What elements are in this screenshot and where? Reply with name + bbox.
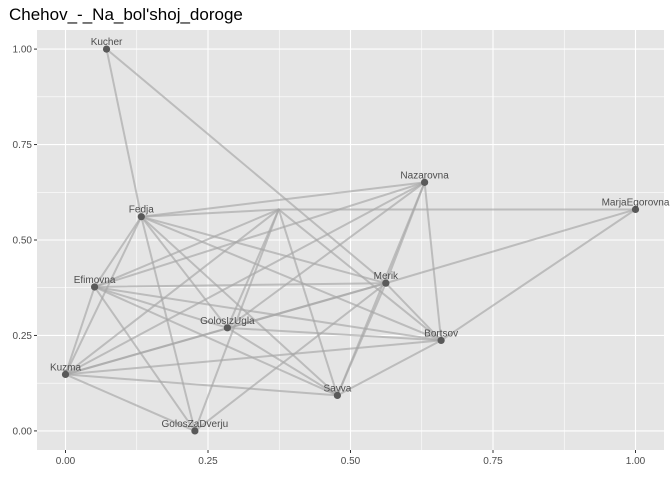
network-edge	[140, 208, 280, 218]
network-edge	[105, 48, 143, 218]
node-label: Kuzma	[50, 362, 82, 373]
network-edge	[64, 339, 443, 376]
network-edge	[140, 215, 443, 342]
network-edge	[336, 339, 443, 397]
node-label: Bortsov	[424, 328, 458, 339]
network-edge	[277, 208, 339, 397]
y-tick-label: 0.00	[13, 426, 33, 437]
network-edge	[277, 208, 443, 342]
network-edge	[384, 208, 637, 285]
network-edge	[64, 373, 339, 397]
network-edge	[140, 215, 196, 432]
network-node	[223, 324, 231, 332]
network-node	[61, 370, 70, 378]
node-label: Efimovna	[74, 275, 116, 286]
network-edge	[64, 373, 196, 432]
y-tick-label: 0.75	[13, 140, 33, 151]
chart-title: Chehov_-_Na_bol'shoj_doroge	[9, 5, 243, 24]
x-tick-label: 1.00	[626, 456, 646, 467]
network-node	[631, 205, 640, 214]
node-label: GolosIzUgla	[200, 316, 255, 327]
network-node	[333, 391, 341, 399]
network-edge	[93, 208, 280, 288]
axes: 0.00 0.25 0.50 0.75 1.00 0.00 0.25 0.50 0.75 1.00	[13, 45, 646, 467]
network-node	[90, 283, 99, 291]
node-label: Fedja	[129, 205, 154, 216]
network-edge	[93, 181, 426, 288]
network-edge	[226, 326, 443, 342]
network-edge	[193, 282, 387, 432]
x-tick-label: 0.50	[341, 456, 361, 467]
network-nodes	[61, 45, 640, 435]
node-labels: Kucher Nazarovna MarjaEgorovna Fedja Efimovn…	[50, 37, 670, 430]
network-edge	[384, 282, 443, 342]
network-edge	[93, 282, 387, 288]
network-edge	[64, 208, 280, 376]
node-label: Nazarovna	[400, 170, 449, 181]
x-tick-label: 0.00	[56, 456, 76, 467]
network-node	[382, 279, 390, 287]
node-label: Kucher	[91, 37, 123, 48]
network-edge	[440, 208, 637, 342]
network-edge	[140, 215, 229, 329]
network-edge	[193, 208, 280, 432]
network-edge	[140, 215, 339, 397]
y-tick-label: 0.25	[13, 331, 33, 342]
network-edge	[93, 285, 339, 397]
network-edges	[64, 48, 637, 432]
node-label: Merik	[374, 271, 399, 282]
network-edge	[226, 326, 339, 397]
network-node	[191, 427, 199, 435]
network-edge	[64, 285, 96, 376]
x-tick-label: 0.75	[483, 456, 503, 467]
y-tick-label: 0.50	[13, 236, 33, 247]
network-edge	[93, 285, 443, 342]
network-edge	[93, 285, 196, 432]
network-edge	[226, 181, 426, 329]
network-edge	[93, 285, 229, 329]
network-edge	[226, 208, 280, 329]
node-label: GolosZaDverju	[162, 419, 229, 430]
network-edge	[140, 181, 426, 218]
x-tick-label: 0.25	[198, 456, 218, 467]
node-label: Savva	[323, 383, 351, 394]
network-edge	[64, 215, 143, 376]
network-edge	[64, 181, 426, 376]
node-label: MarjaEgorovna	[602, 197, 670, 208]
y-tick-label: 1.00	[13, 45, 33, 56]
network-edge	[336, 282, 387, 397]
network-node	[421, 178, 429, 186]
network-edge	[93, 215, 143, 288]
network-node	[437, 336, 445, 345]
network-node	[102, 45, 111, 53]
network-node	[137, 213, 145, 221]
